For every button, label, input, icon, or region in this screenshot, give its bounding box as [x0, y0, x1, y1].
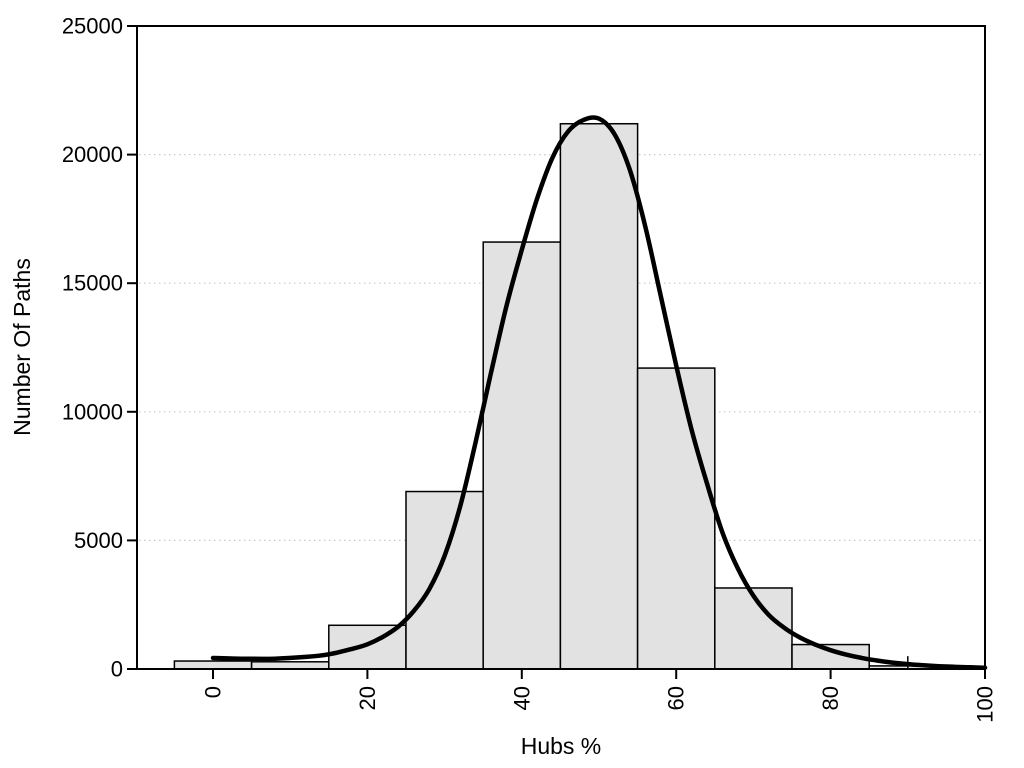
- histogram-bar: [636, 367, 716, 670]
- x-tick-label: 60: [664, 686, 689, 710]
- histogram-bars-layer: [173, 122, 948, 670]
- plot-box: [136, 25, 986, 670]
- y-tick-label: 20000: [62, 142, 123, 167]
- x-tick-label: 40: [509, 686, 534, 710]
- density-curve-layer: [210, 115, 988, 670]
- y-axis-title: Number Of Paths: [9, 258, 35, 436]
- histogram-bar: [250, 661, 330, 670]
- histogram-bar: [405, 490, 484, 670]
- axes-layer: 0 5000 10000 15000 20000 25000 0 20 40 60 80 100: [62, 14, 998, 723]
- y-tick-label: 25000: [62, 14, 123, 39]
- histogram-bar: [482, 241, 562, 670]
- y-tick-label: 15000: [62, 271, 123, 296]
- histogram-bar: [559, 122, 639, 670]
- x-tick-label: 100: [973, 686, 998, 723]
- y-tick-label: 5000: [74, 528, 123, 553]
- grid-layer: [139, 154, 984, 542]
- y-tick-label: 10000: [62, 399, 123, 424]
- x-tick-label: 80: [818, 686, 843, 710]
- histogram-bar: [173, 660, 253, 670]
- x-axis-title: Hubs %: [521, 733, 602, 759]
- y-tick-label: 0: [111, 657, 123, 682]
- x-tick-label: 20: [355, 686, 380, 710]
- x-tick-label: 0: [201, 686, 226, 698]
- density-curve: [210, 115, 988, 670]
- histogram-bar: [714, 587, 793, 670]
